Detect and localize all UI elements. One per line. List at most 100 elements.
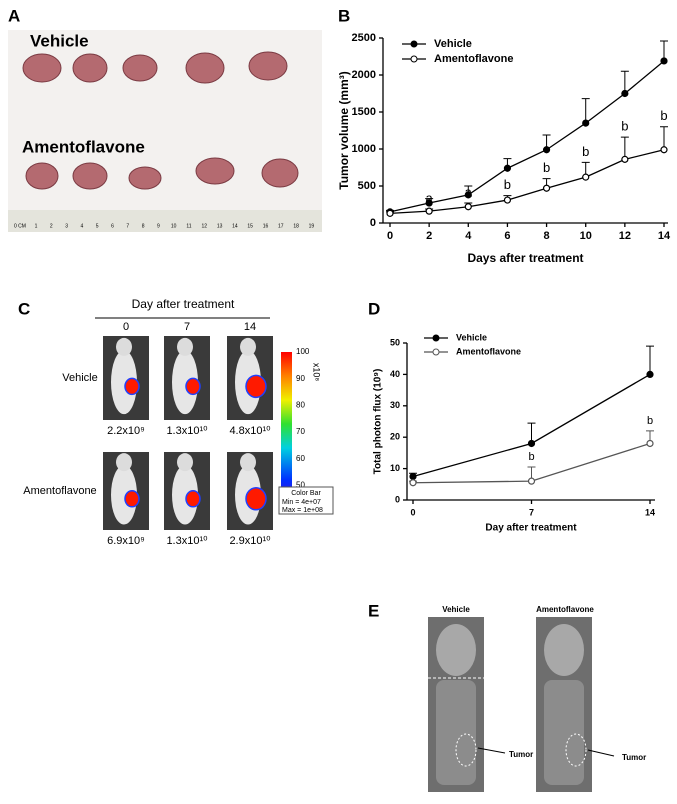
group-label: Amentoflavone bbox=[22, 137, 145, 156]
x-tick-label: 4 bbox=[465, 230, 472, 242]
flux-label: 1.3x10¹⁰ bbox=[166, 535, 208, 547]
ruler-number: 3 bbox=[65, 223, 68, 229]
ruler-number: 12 bbox=[202, 223, 208, 229]
x-tick-label: 6 bbox=[504, 230, 510, 242]
legend-label: Vehicle bbox=[434, 38, 472, 50]
group-label: Vehicle bbox=[442, 605, 470, 614]
significance-label: b bbox=[528, 451, 534, 463]
signal bbox=[245, 487, 267, 511]
mouse-body bbox=[111, 350, 137, 415]
marker bbox=[386, 209, 394, 217]
marker bbox=[527, 477, 536, 485]
y-tick-label: 50 bbox=[390, 337, 400, 347]
ruler-number: 11 bbox=[186, 223, 191, 229]
series-line bbox=[389, 149, 665, 215]
marker bbox=[542, 184, 551, 192]
x-tick-label: 14 bbox=[645, 507, 655, 517]
y-tick-label: 20 bbox=[390, 432, 400, 442]
legend-label: Amentoflavone bbox=[434, 53, 513, 65]
y-axis-label: Tumor volume (mm³) bbox=[337, 71, 351, 189]
error-bar bbox=[620, 70, 629, 94]
color-bar-tick: 50 bbox=[296, 480, 305, 489]
signal bbox=[245, 374, 267, 399]
y-tick-label: 0 bbox=[395, 494, 400, 504]
ruler-number: 5 bbox=[96, 223, 99, 229]
marker bbox=[409, 472, 417, 481]
ruler-number: 15 bbox=[247, 223, 253, 229]
error-bar bbox=[620, 136, 629, 160]
ruler-number: 2 bbox=[50, 223, 53, 229]
x-axis-label: Day after treatment bbox=[485, 523, 577, 534]
x-tick-label: 0 bbox=[387, 230, 393, 242]
y-tick-label: 30 bbox=[390, 400, 400, 410]
ruler-number: 13 bbox=[217, 223, 223, 229]
marker bbox=[582, 173, 590, 181]
y-tick-label: 10 bbox=[390, 463, 400, 473]
significance-label: b bbox=[647, 415, 653, 427]
y-tick-label: 40 bbox=[390, 369, 400, 379]
legend-marker bbox=[410, 40, 418, 48]
ruler-number: 9 bbox=[157, 223, 160, 229]
x-tick-label: 7 bbox=[529, 507, 534, 517]
error-bar bbox=[660, 126, 668, 150]
y-tick-label: 1000 bbox=[352, 143, 376, 155]
color-bar bbox=[281, 352, 292, 512]
marker bbox=[646, 370, 654, 378]
color-bar-tick: 70 bbox=[296, 427, 305, 436]
tumor-photo bbox=[8, 30, 322, 232]
mouse-body bbox=[172, 465, 198, 525]
error-bar bbox=[646, 345, 654, 375]
x-tick-label: 10 bbox=[580, 230, 592, 242]
y-tick-label: 0 bbox=[370, 217, 376, 229]
marker bbox=[542, 146, 551, 154]
marker bbox=[464, 191, 472, 199]
color-bar-tick: 100 bbox=[296, 347, 310, 356]
marker bbox=[660, 146, 668, 154]
group-label: Amentoflavone bbox=[23, 485, 96, 497]
mouse-head bbox=[116, 337, 132, 356]
day-label: 7 bbox=[184, 321, 190, 333]
significance-label: b bbox=[504, 177, 511, 192]
ruler-number: 8 bbox=[142, 223, 145, 229]
mouse-head bbox=[177, 453, 193, 472]
mouse-body bbox=[172, 350, 198, 415]
flux-label: 1.3x10¹⁰ bbox=[166, 425, 208, 437]
marker bbox=[621, 89, 629, 98]
x-tick-label: 2 bbox=[426, 230, 432, 242]
marker bbox=[582, 119, 590, 127]
ruler-number: 14 bbox=[232, 223, 238, 229]
ruler-number: 1 bbox=[35, 223, 38, 229]
day-label: 14 bbox=[244, 321, 256, 333]
marker bbox=[660, 57, 668, 65]
panel-label: B bbox=[338, 6, 350, 25]
y-tick-label: 2000 bbox=[352, 69, 376, 81]
marker bbox=[425, 199, 433, 207]
error-bar bbox=[581, 98, 590, 124]
color-bar-tick: 60 bbox=[296, 454, 305, 463]
y-tick-label: 500 bbox=[358, 180, 376, 192]
ruler-number: 4 bbox=[81, 223, 84, 229]
legend-marker bbox=[432, 334, 440, 342]
legend-marker bbox=[432, 348, 440, 356]
mouse-head bbox=[177, 337, 193, 356]
panel-label: C bbox=[18, 299, 30, 318]
significance-label: b bbox=[582, 144, 589, 159]
color-bar-box bbox=[278, 486, 334, 515]
signal bbox=[185, 490, 201, 508]
significance-label: b bbox=[660, 108, 667, 123]
legend-marker bbox=[410, 55, 418, 63]
group-label: Vehicle bbox=[62, 372, 97, 384]
ruler-number: 7 bbox=[126, 223, 129, 229]
ruler: 1 2 3 4 5 6 7 8 9 10 11 12 13 14 15 16 17 18 19 bbox=[35, 223, 315, 229]
flux-label: 2.9x10¹⁰ bbox=[229, 535, 271, 547]
signal bbox=[124, 490, 140, 508]
x-tick-label: 12 bbox=[619, 230, 631, 242]
marker bbox=[503, 164, 512, 172]
ruler-number: 19 bbox=[309, 223, 315, 229]
annotation: Tumor bbox=[622, 753, 646, 762]
marker bbox=[503, 196, 512, 204]
panel-title: Day after treatment bbox=[132, 297, 235, 311]
mouse-body bbox=[111, 465, 137, 525]
signal bbox=[124, 377, 140, 396]
